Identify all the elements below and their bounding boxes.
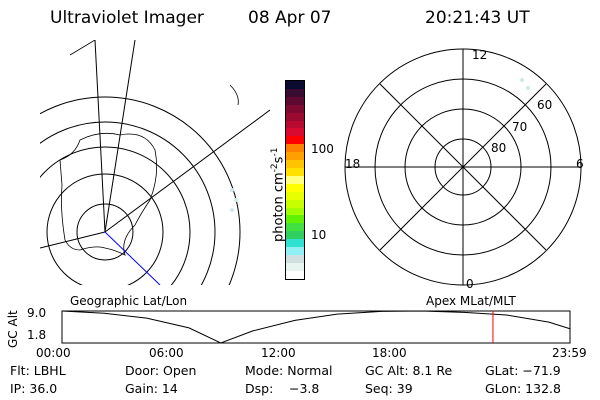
colorbar-band bbox=[286, 191, 304, 200]
gain-info: Gain: 14 bbox=[125, 381, 178, 396]
colorbar-band bbox=[286, 144, 304, 153]
seq-info: Seq: 39 bbox=[365, 381, 413, 396]
door-info: Door: Open bbox=[125, 363, 197, 378]
colorbar-band bbox=[286, 270, 304, 279]
polar-label-6: 6 bbox=[576, 157, 584, 171]
colorbar-band bbox=[286, 175, 304, 184]
filter-info: Flt: LBHL bbox=[10, 363, 66, 378]
colorbar-band bbox=[286, 167, 304, 176]
colorbar-band bbox=[286, 128, 304, 137]
gc-alt-info: GC Alt: 8.1 Re bbox=[365, 363, 453, 378]
date-label: 08 Apr 07 bbox=[248, 8, 332, 28]
glat-info: GLat: −71.9 bbox=[485, 363, 561, 378]
colorbar-band bbox=[286, 136, 304, 145]
instrument-title: Ultraviolet Imager bbox=[50, 8, 204, 28]
xtick-4: 23:59 bbox=[552, 346, 587, 360]
colorbar-band bbox=[286, 160, 304, 168]
colorbar-band bbox=[286, 81, 304, 89]
ip-info: IP: 36.0 bbox=[10, 381, 58, 396]
colorbar-band bbox=[286, 247, 304, 255]
mode-info: Mode: Normal bbox=[245, 363, 333, 378]
colorbar-band bbox=[286, 223, 304, 232]
xtick-2: 12:00 bbox=[261, 346, 296, 360]
polar-label-70: 70 bbox=[512, 120, 528, 134]
polar-label-18: 18 bbox=[345, 157, 361, 171]
xtick-0: 00:00 bbox=[36, 346, 71, 360]
colorbar-tick-100: 100 bbox=[311, 142, 334, 156]
apex-title: Apex MLat/MLT bbox=[426, 294, 516, 308]
colorbar-band bbox=[286, 120, 304, 129]
colorbar-band bbox=[286, 207, 304, 216]
colorbar bbox=[285, 80, 305, 280]
glon-info: GLon: 132.8 bbox=[485, 381, 561, 396]
colorbar-band bbox=[286, 112, 304, 121]
dsp-value: −3.8 bbox=[289, 381, 320, 396]
ytick-min: 1.8 bbox=[27, 328, 47, 342]
colorbar-band bbox=[286, 183, 304, 192]
dsp-label: Dsp: bbox=[245, 381, 274, 396]
polar-label-0: 0 bbox=[466, 277, 474, 291]
altitude-line bbox=[61, 310, 571, 344]
polar-label-80: 80 bbox=[491, 141, 507, 155]
ytick-max: 9.0 bbox=[27, 306, 47, 320]
colorbar-band bbox=[286, 152, 304, 161]
colorbar-band bbox=[286, 199, 304, 208]
colorbar-band bbox=[286, 88, 304, 97]
polar-label-12: 12 bbox=[472, 48, 488, 62]
geographic-title: Geographic Lat/Lon bbox=[70, 294, 188, 308]
colorbar-tick-10: 10 bbox=[311, 228, 327, 242]
colorbar-band bbox=[286, 239, 304, 248]
xtick-3: 18:00 bbox=[372, 346, 407, 360]
colorbar-band bbox=[286, 262, 304, 271]
colorbar-band bbox=[286, 231, 304, 240]
colorbar-band bbox=[286, 104, 304, 113]
plot-frame bbox=[61, 310, 571, 344]
colorbar-band bbox=[286, 215, 304, 224]
colorbar-band bbox=[286, 254, 304, 263]
colorbar-band bbox=[286, 96, 304, 105]
time-label: 20:21:43 UT bbox=[425, 8, 530, 28]
xtick-1: 06:00 bbox=[149, 346, 184, 360]
polar-label-60: 60 bbox=[537, 98, 553, 112]
